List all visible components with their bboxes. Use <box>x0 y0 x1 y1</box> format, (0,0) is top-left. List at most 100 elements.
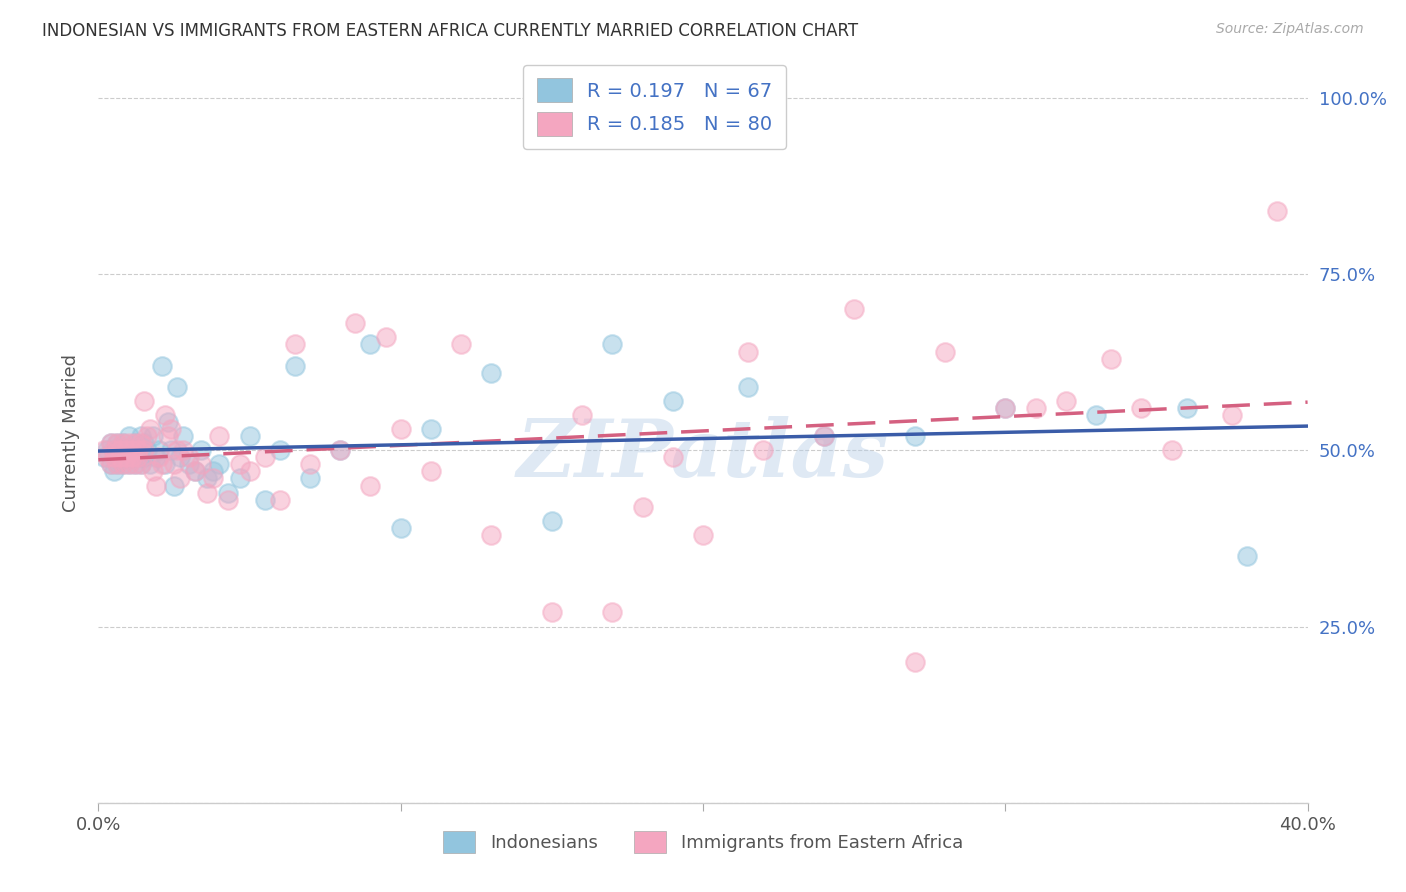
Point <box>904 655 927 669</box>
Point <box>160 443 183 458</box>
Point <box>420 422 443 436</box>
Point <box>111 436 134 450</box>
Point <box>1175 401 1198 415</box>
Point <box>934 344 956 359</box>
Point <box>344 316 367 330</box>
Point <box>124 458 146 472</box>
Point <box>166 443 188 458</box>
Point <box>374 330 396 344</box>
Point <box>108 443 131 458</box>
Text: Source: ZipAtlas.com: Source: ZipAtlas.com <box>1216 22 1364 37</box>
Point <box>195 485 218 500</box>
Point <box>208 429 231 443</box>
Point <box>540 606 562 620</box>
Point <box>93 450 115 465</box>
Y-axis label: Currently Married: Currently Married <box>62 353 80 512</box>
Point <box>139 422 162 436</box>
Point <box>103 443 125 458</box>
Point <box>172 443 194 458</box>
Point <box>184 464 207 478</box>
Point <box>813 429 835 443</box>
Point <box>299 471 322 485</box>
Point <box>145 450 167 465</box>
Point <box>129 458 152 472</box>
Point <box>631 500 654 514</box>
Point <box>103 450 125 465</box>
Text: INDONESIAN VS IMMIGRANTS FROM EASTERN AFRICA CURRENTLY MARRIED CORRELATION CHART: INDONESIAN VS IMMIGRANTS FROM EASTERN AF… <box>42 22 858 40</box>
Point <box>202 464 225 478</box>
Point <box>96 443 118 458</box>
Point <box>481 366 503 380</box>
Point <box>96 450 118 465</box>
Point <box>752 443 775 458</box>
Point <box>1054 393 1077 408</box>
Point <box>114 450 136 465</box>
Point <box>118 436 141 450</box>
Point <box>111 458 134 472</box>
Point <box>121 443 143 458</box>
Point <box>132 393 155 408</box>
Point <box>127 443 149 458</box>
Point <box>737 344 759 359</box>
Point <box>190 458 212 472</box>
Point <box>93 443 115 458</box>
Point <box>142 429 165 443</box>
Point <box>127 450 149 465</box>
Point <box>229 458 252 472</box>
Point <box>114 443 136 458</box>
Point <box>1024 401 1046 415</box>
Point <box>844 302 866 317</box>
Point <box>139 458 162 472</box>
Point <box>195 471 218 485</box>
Point <box>420 464 443 478</box>
Point <box>103 443 125 458</box>
Point <box>118 458 141 472</box>
Point <box>1236 549 1258 563</box>
Point <box>108 450 131 465</box>
Point <box>135 443 157 458</box>
Point <box>148 450 170 465</box>
Point <box>360 337 382 351</box>
Point <box>284 337 307 351</box>
Point <box>124 436 146 450</box>
Point <box>602 337 624 351</box>
Point <box>179 458 201 472</box>
Point <box>540 514 562 528</box>
Point <box>124 458 146 472</box>
Point <box>190 443 212 458</box>
Point <box>602 606 624 620</box>
Point <box>127 450 149 465</box>
Point <box>208 458 231 472</box>
Point <box>114 443 136 458</box>
Point <box>114 450 136 465</box>
Point <box>127 443 149 458</box>
Point <box>145 478 167 492</box>
Point <box>253 492 276 507</box>
Point <box>121 450 143 465</box>
Point <box>661 393 683 408</box>
Point <box>284 359 307 373</box>
Point <box>105 436 128 450</box>
Point <box>994 401 1017 415</box>
Point <box>217 492 239 507</box>
Point <box>737 380 759 394</box>
Point <box>103 464 125 478</box>
Point <box>166 380 188 394</box>
Point <box>150 359 173 373</box>
Point <box>111 458 134 472</box>
Point <box>169 471 191 485</box>
Point <box>105 436 128 450</box>
Point <box>450 337 472 351</box>
Point <box>153 408 176 422</box>
Point <box>132 443 155 458</box>
Point <box>111 436 134 450</box>
Point <box>153 458 176 472</box>
Point <box>135 429 157 443</box>
Point <box>253 450 276 465</box>
Point <box>118 429 141 443</box>
Point <box>121 443 143 458</box>
Point <box>360 478 382 492</box>
Point <box>179 450 201 465</box>
Point <box>239 429 262 443</box>
Point <box>163 478 186 492</box>
